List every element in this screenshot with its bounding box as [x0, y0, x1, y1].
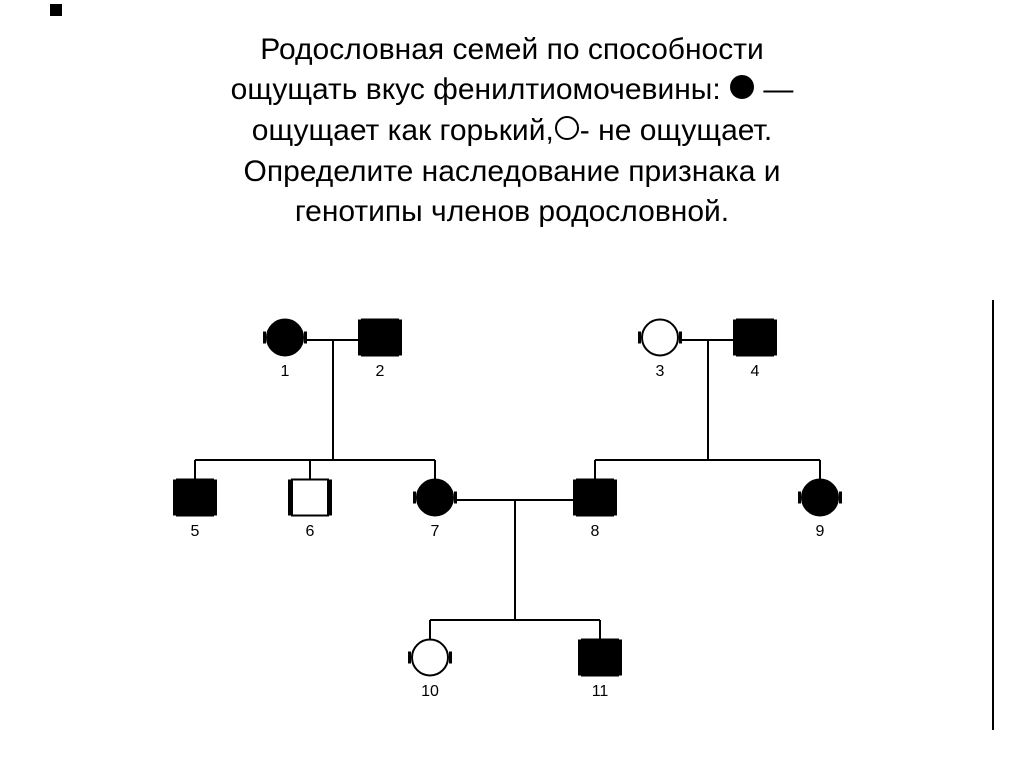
mate-drop: [707, 340, 709, 410]
node-label: 5: [191, 523, 200, 541]
male-affected-icon: [578, 639, 622, 682]
female-affected-icon: [263, 319, 307, 362]
title-line-3a: ощущает как горький,: [252, 114, 554, 147]
title-line-3b: - не ощущает.: [580, 114, 772, 147]
node-label: 2: [376, 363, 385, 381]
node-label: 8: [591, 523, 600, 541]
sibship-bar: [430, 619, 600, 621]
node-label: 7: [431, 523, 440, 541]
node-label: 6: [306, 523, 315, 541]
pedigree-chart: 1 2 3 4 5 6 7 8 9 10 11: [60, 300, 960, 740]
male-affected-icon: [358, 319, 402, 362]
node-label: 9: [816, 523, 825, 541]
title-line-1: Родословная семей по способности: [260, 33, 763, 66]
legend-filled-icon: [729, 71, 755, 111]
sibship-bar: [195, 459, 435, 461]
sibship-bar: [595, 459, 820, 461]
sibship-stem: [514, 570, 516, 620]
node-label: 10: [421, 683, 439, 701]
node-label: 11: [592, 683, 609, 701]
title-line-4: Определите наследование признака и: [243, 155, 780, 188]
title-line-5: генотипы членов родословной.: [295, 195, 729, 228]
female-affected-icon: [798, 479, 842, 522]
male-affected-icon: [173, 479, 217, 522]
female-unaffected-icon: [408, 639, 452, 682]
male-unaffected-icon: [288, 479, 332, 522]
male-affected-icon: [573, 479, 617, 522]
corner-mark: [50, 4, 62, 16]
legend-empty-icon: [554, 112, 580, 152]
node-label: 3: [656, 363, 665, 381]
mate-drop: [514, 500, 516, 570]
node-label: 1: [281, 363, 290, 381]
female-affected-icon: [413, 479, 457, 522]
title-line-2a: ощущать вкус фенилтиомочевины:: [231, 73, 729, 106]
node-label: 4: [751, 363, 760, 381]
female-unaffected-icon: [638, 319, 682, 362]
mate-drop: [332, 340, 334, 410]
title-line-2b: —: [763, 73, 793, 106]
male-affected-icon: [733, 319, 777, 362]
sibship-stem: [707, 410, 709, 460]
right-border-rule: [992, 300, 994, 730]
sibship-stem: [332, 410, 334, 460]
title-block: Родословная семей по способности ощущать…: [0, 30, 1024, 232]
